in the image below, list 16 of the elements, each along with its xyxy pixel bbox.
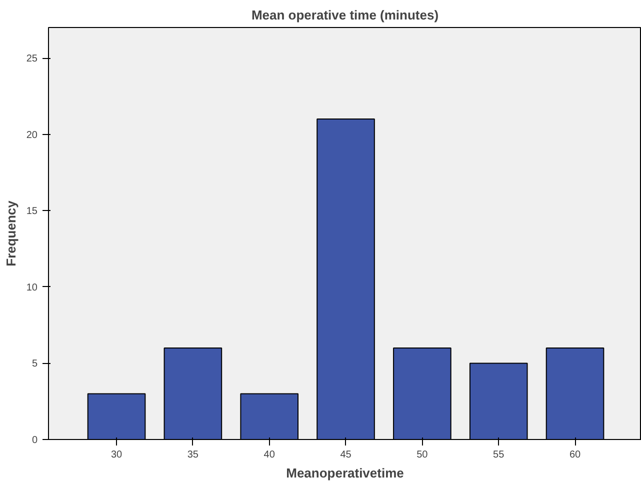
x-tick-label: 60 bbox=[569, 450, 582, 460]
x-tick-label: 55 bbox=[493, 450, 505, 460]
x-tick-label: 40 bbox=[264, 450, 276, 460]
y-tick-label: 10 bbox=[26, 282, 38, 294]
x-tick-label: 45 bbox=[340, 450, 352, 460]
y-tick-label: 5 bbox=[32, 358, 38, 370]
y-tick-label: 0 bbox=[32, 435, 38, 446]
chart-title: Mean operative time (minutes) bbox=[251, 8, 439, 22]
y-tick-label: 15 bbox=[26, 206, 38, 218]
y-axis-title: Frequency bbox=[3, 200, 18, 266]
y-tick-label: 25 bbox=[26, 54, 38, 65]
x-tick-label: 50 bbox=[416, 450, 428, 460]
y-tick-label: 20 bbox=[26, 130, 38, 141]
x-axis-title: Meanoperativetime bbox=[286, 466, 404, 480]
x-tick-label: 30 bbox=[110, 450, 123, 460]
x-tick-label: 35 bbox=[187, 450, 199, 460]
